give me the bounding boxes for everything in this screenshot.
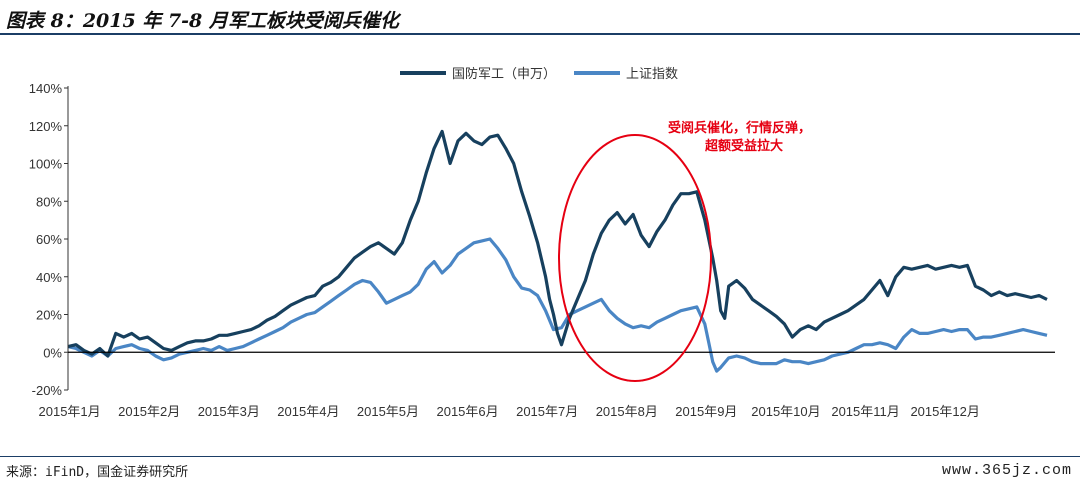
- x-tick-label: 2015年5月: [357, 404, 419, 419]
- watermark: www.365jz.com: [941, 462, 1072, 479]
- line-chart: -20%0%20%40%60%80%100%120%140% 2015年1月 20…: [29, 66, 1055, 419]
- x-tick-label: 2015年11月: [831, 404, 899, 419]
- y-tick-label: 140%: [29, 81, 63, 96]
- x-tick-label: 2015年3月: [198, 404, 260, 419]
- x-tick-label: 2015年10月: [751, 404, 820, 419]
- y-tick-label: 60%: [36, 232, 62, 247]
- annotation-line-2: 超额受益拉大: [705, 138, 783, 154]
- source-note: 来源：iFinD，国金证券研究所: [6, 465, 189, 480]
- annotation-line-1: 受阅兵催化，行情反弹，: [668, 120, 811, 136]
- x-tick-label: 2015年8月: [596, 404, 658, 419]
- legend-label-shanghai: 上证指数: [626, 67, 678, 82]
- y-tick-label: 120%: [29, 119, 63, 134]
- series-line-1: [67, 237, 1048, 373]
- chart-title: 图表 8：2015 年 7-8 月军工板块受阅兵催化: [6, 10, 399, 32]
- y-tick-label: 40%: [36, 270, 62, 285]
- x-tick-label: 2015年2月: [118, 404, 180, 419]
- legend: 国防军工（申万） 上证指数: [400, 66, 678, 82]
- x-tick-label: 2015年7月: [516, 404, 578, 419]
- x-tick-label: 2015年9月: [675, 404, 737, 419]
- x-tick-label: 2015年6月: [436, 404, 498, 419]
- series-layer: [67, 129, 1048, 373]
- x-tick-label: 2015年1月: [39, 404, 101, 419]
- y-tick-label: 0%: [43, 345, 62, 360]
- footer-divider: [0, 456, 1080, 457]
- y-tick-label: 20%: [36, 308, 62, 323]
- y-tick-label: 100%: [29, 157, 63, 172]
- y-tick-label: -20%: [32, 383, 63, 398]
- highlight-ellipse: [558, 134, 712, 382]
- x-axis-labels: 2015年1月 2015年2月 2015年3月 2015年4月 2015年5月 2015年…: [39, 404, 980, 419]
- axes-layer: [64, 86, 1055, 391]
- title-divider: [0, 33, 1080, 35]
- x-tick-label: 2015年12月: [910, 404, 979, 419]
- y-axis-labels: -20% 0% 20% 40% 60% 80% 100% 120% 140%: [29, 81, 63, 398]
- x-tick-label: 2015年4月: [277, 404, 339, 419]
- series-line-0: [67, 129, 1048, 358]
- y-tick-label: 80%: [36, 194, 62, 209]
- legend-label-defense: 国防军工（申万）: [452, 66, 556, 82]
